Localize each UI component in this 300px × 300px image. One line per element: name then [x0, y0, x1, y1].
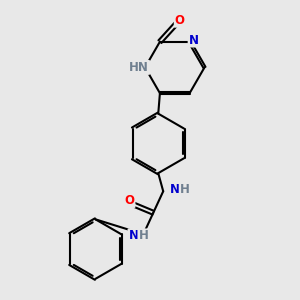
Text: H: H: [139, 230, 148, 242]
Text: H: H: [180, 183, 190, 196]
Text: N: N: [128, 230, 139, 242]
Text: N: N: [170, 183, 180, 196]
Text: O: O: [175, 14, 185, 27]
Text: HN: HN: [129, 61, 149, 74]
Text: N: N: [189, 34, 199, 46]
Text: O: O: [124, 194, 134, 207]
